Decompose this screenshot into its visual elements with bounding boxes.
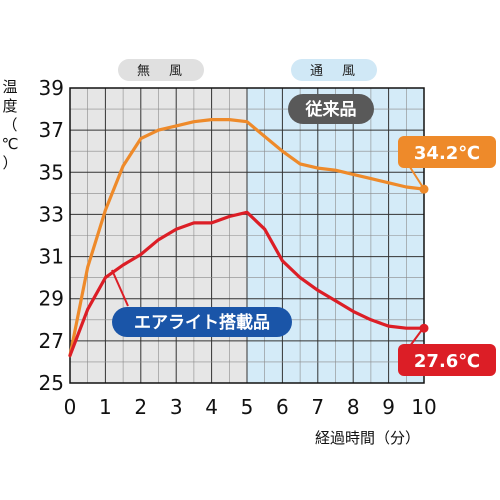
end-label-conventional: 34.2℃ [398, 136, 496, 190]
x-axis-title: 経過時間（分） [315, 429, 420, 447]
x-tick-label: 10 [411, 395, 436, 419]
plot-frame [69, 87, 425, 384]
x-tick-label: 0 [64, 395, 77, 419]
y-tick-label: 35 [39, 160, 64, 184]
x-tick-label: 7 [311, 395, 324, 419]
x-tick-label: 8 [347, 395, 360, 419]
x-tick-label: 6 [276, 395, 289, 419]
series-line-1 [68, 210, 426, 358]
series-line-0 [68, 118, 426, 358]
y-tick-label: 33 [39, 202, 64, 226]
series-end-point-0 [419, 184, 429, 194]
y-tick-label: 29 [39, 287, 64, 311]
zone-label-no-wind-text: 無 風 [137, 64, 185, 79]
y-axis-title: 温度（℃） [2, 78, 19, 172]
x-tick-labels: 0 1 2 3 4 5 6 7 8 9 10 [64, 395, 437, 419]
x-tick-label: 1 [99, 395, 112, 419]
x-tick-label: 9 [382, 395, 395, 419]
x-tick-label: 2 [134, 395, 147, 419]
series-label-conventional-text: 従来品 [305, 99, 357, 120]
end-label-conventional-text: 34.2℃ [414, 143, 480, 164]
zone-label-no-wind: 無 風 [118, 59, 204, 81]
y-tick-label: 25 [39, 371, 64, 395]
x-tick-label: 3 [170, 395, 183, 419]
grid [70, 88, 424, 383]
x-tick-label: 5 [241, 395, 254, 419]
series-label-airlite-text: エアライト搭載品 [134, 312, 270, 333]
y-tick-label: 27 [39, 329, 64, 353]
y-tick-label: 31 [39, 245, 64, 269]
end-label-airlite: 27.6℃ [398, 326, 496, 376]
zone-label-ventilation-text: 通 風 [310, 64, 358, 79]
x-tick-label: 4 [205, 395, 218, 419]
series-label-conventional: 従来品 [288, 94, 374, 124]
series-label-airlite: エアライト搭載品 [111, 269, 292, 337]
zone-label-ventilation: 通 風 [291, 59, 377, 81]
y-tick-label: 37 [39, 118, 64, 142]
y-tick-label: 39 [39, 76, 64, 100]
end-label-airlite-text: 27.6℃ [414, 351, 480, 372]
y-tick-labels: 25 27 29 31 33 35 37 39 [39, 76, 64, 395]
